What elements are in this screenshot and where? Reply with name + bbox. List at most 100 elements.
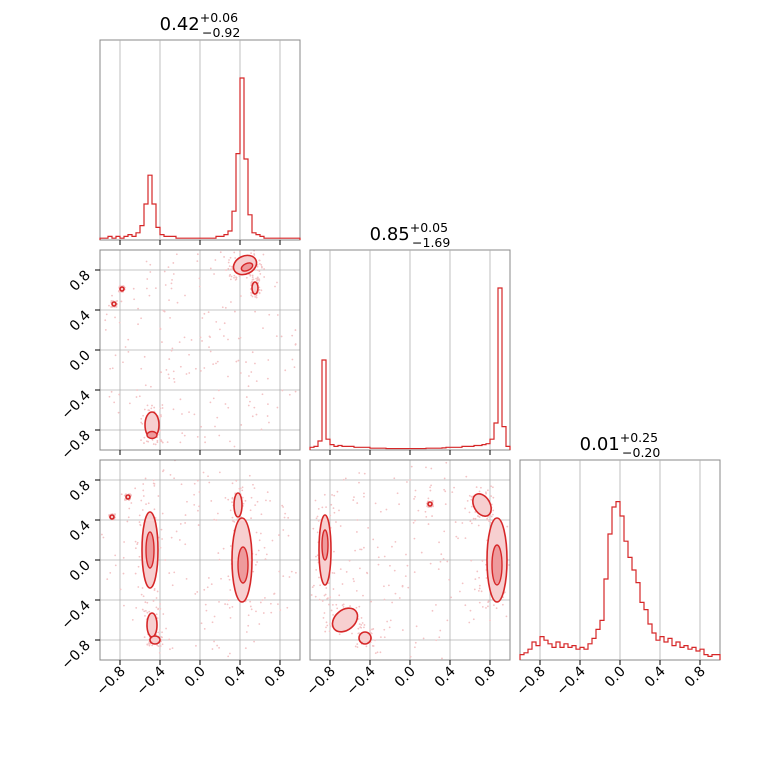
scatter-2-3-point-328 (430, 484, 433, 487)
scatter-2-3-point-90 (485, 491, 487, 494)
scatter-2-3-point-274 (485, 607, 487, 609)
scatter-1-2-point-367 (114, 316, 116, 319)
scatter-1-3-point-279 (142, 595, 145, 598)
scatter-2-3-xtick-label-0: −0.8 (303, 664, 338, 699)
scatter-2-3-point-12 (480, 486, 482, 489)
scatter-1-2-point-407 (263, 276, 266, 278)
scatter-1-3-point-24 (160, 528, 163, 531)
scatter-1-2-point-291 (159, 328, 162, 330)
scatter-1-3-point-219 (136, 543, 139, 546)
scatter-2-3-point-241 (355, 606, 358, 609)
scatter-1-3-point-157 (193, 482, 196, 485)
scatter-1-3-point-13 (114, 554, 117, 557)
scatter-1-2-point-368 (140, 317, 143, 320)
scatter-1-3-xtick-label-1: −0.4 (133, 663, 168, 698)
scatter-1-2-point-164 (215, 362, 217, 365)
scatter-2-3-point-313 (352, 499, 355, 501)
scatter-1-2-point-167 (105, 313, 108, 316)
scatter-2-3-point-51 (363, 472, 366, 475)
scatter-1-3-point-318 (207, 475, 209, 478)
scatter-1-2-point-312 (208, 335, 211, 338)
scatter-1-3-point-205 (207, 577, 210, 579)
scatter-1-3-point-388 (197, 509, 199, 512)
scatter-1-2-point-92 (259, 273, 262, 275)
scatter-1-3-point-72 (173, 477, 176, 480)
hist-3-xtick-label-1: −0.4 (553, 663, 588, 698)
scatter-1-2-point-332 (249, 274, 252, 277)
scatter-2-3-point-254 (459, 590, 461, 593)
scatter-2-3-point-380 (490, 485, 492, 488)
scatter-1-2-point-25 (181, 413, 183, 415)
scatter-1-2-point-419 (184, 294, 186, 297)
scatter-1-3-point-418 (195, 644, 197, 647)
scatter-2-3-point-145 (369, 629, 371, 631)
scatter-1-2-point-137 (113, 401, 116, 404)
scatter-2-3-point-208 (442, 558, 445, 560)
scatter-1-2-point-154 (224, 306, 227, 309)
scatter-2-3-point-88 (420, 551, 423, 554)
scatter-2-3-point-214 (358, 632, 360, 634)
scatter-1-3-point-231 (265, 499, 267, 502)
scatter-1-2-point-377 (255, 277, 258, 280)
scatter-1-3-point-198 (227, 498, 230, 501)
scatter-1-3-point-123 (218, 558, 221, 561)
scatter-2-3-point-300 (356, 502, 359, 504)
scatter-2-3-point-65 (314, 499, 317, 502)
scatter-1-3-point-372 (193, 503, 196, 506)
scatter-1-3-point-42 (258, 623, 261, 625)
scatter-1-3-point-193 (217, 552, 220, 554)
scatter-1-2-point-57 (149, 271, 152, 273)
scatter-1-3-point-159 (241, 496, 244, 499)
scatter-2-3-point-91 (310, 594, 313, 596)
scatter-1-3-point-295 (165, 627, 167, 630)
scatter-1-2-point-41 (179, 398, 182, 401)
scatter-1-2-point-239 (154, 443, 157, 446)
scatter-1-2-point-114 (275, 335, 278, 338)
scatter-1-2-point-202 (258, 270, 261, 273)
scatter-2-3-point-285 (495, 607, 498, 610)
scatter-1-3-point-404 (101, 533, 103, 536)
scatter-2-3-point-305 (326, 598, 329, 600)
scatter-2-3-point-227 (369, 631, 372, 634)
scatter-2-3-point-171 (394, 592, 397, 595)
scatter-2-3-point-416 (362, 594, 364, 597)
scatter-2-3-point-56 (372, 538, 375, 541)
scatter-1-3-point-254 (208, 481, 211, 484)
scatter-1-2-point-346 (268, 421, 270, 424)
scatter-1-3-point-153 (126, 520, 129, 523)
scatter-1-2-point-299 (122, 361, 124, 364)
scatter-1-2-point-90 (152, 443, 155, 445)
scatter-1-2-point-343 (173, 377, 175, 380)
scatter-2-3-point-286 (332, 614, 334, 616)
scatter-1-2-point-189 (239, 250, 241, 253)
scatter-1-3-point-173 (287, 534, 290, 537)
scatter-1-3-point-151 (231, 516, 234, 519)
scatter-2-3-point-355 (470, 498, 473, 501)
scatter-2-3-point-331 (446, 560, 449, 563)
scatter-1-3-point-324 (186, 500, 188, 503)
scatter-1-3-contour-outer-4 (149, 635, 161, 645)
scatter-1-3-point-409 (144, 610, 147, 612)
scatter-1-2-contour-outer-4 (251, 281, 259, 295)
scatter-2-3-point-345 (489, 619, 491, 622)
scatter-2-3-point-97 (422, 637, 425, 640)
scatter-1-2-point-248 (223, 322, 226, 325)
scatter-2-3-point-57 (356, 643, 359, 645)
scatter-1-2-point-223 (172, 273, 175, 275)
hist-3-step-line (519, 501, 721, 660)
scatter-2-3-point-216 (393, 477, 396, 480)
scatter-1-2-point-315 (167, 266, 170, 268)
scatter-2-3-point-402 (371, 644, 374, 647)
scatter-2-3-point-361 (327, 582, 330, 584)
scatter-2-3-point-415 (353, 496, 355, 498)
scatter-1-3-point-269 (264, 558, 267, 561)
scatter-1-2-point-61 (183, 336, 186, 339)
scatter-1-3-xtick-label-2: 0.0 (182, 664, 209, 691)
scatter-1-2-point-313 (110, 390, 113, 393)
scatter-1-2-contour-outer-2 (111, 301, 117, 307)
scatter-1-3-point-66 (259, 601, 262, 604)
scatter-2-3-point-366 (393, 569, 396, 572)
scatter-1-3-point-156 (159, 645, 162, 647)
scatter-2-3-point-390 (487, 605, 489, 608)
